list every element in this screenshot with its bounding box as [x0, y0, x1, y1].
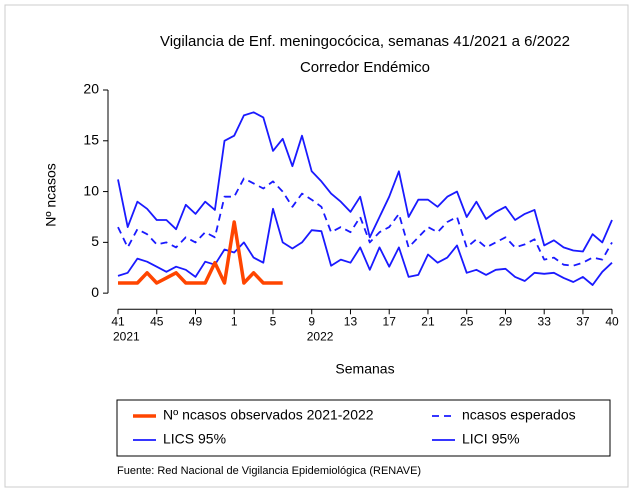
series-line: [118, 220, 283, 285]
x-tick-label: 33: [538, 314, 552, 328]
series-line: [117, 177, 613, 267]
y-tick-label: 0: [91, 284, 99, 300]
x-year-label: 2021: [113, 329, 140, 343]
x-tick-label: 29: [499, 314, 513, 328]
y-tick-label: 20: [83, 81, 99, 97]
x-tick-label: 49: [189, 314, 203, 328]
x-axis-label: Semanas: [335, 361, 394, 377]
legend-box: [116, 399, 611, 457]
x-tick-label: 21: [421, 314, 435, 328]
legend-label: LICI 95%: [462, 431, 520, 447]
x-year-label: 2022: [307, 329, 334, 343]
legend-label: ncasos esperados: [462, 407, 576, 423]
series-line: [117, 111, 613, 253]
chart-subtitle: Corredor Endémico: [300, 59, 430, 76]
y-tick-label: 10: [83, 182, 99, 198]
x-tick-label: 1: [231, 314, 238, 328]
y-tick-label: 5: [91, 233, 99, 249]
x-tick-label: 41: [111, 314, 125, 328]
x-tick-label: 9: [308, 314, 315, 328]
y-axis-label: Nº ncasos: [43, 163, 59, 226]
y-tick-label: 15: [83, 131, 99, 147]
series-line: [117, 207, 613, 286]
x-tick-label: 13: [344, 314, 358, 328]
chart-title: Vigilancia de Enf. meningocócica, semana…: [160, 33, 570, 50]
legend-label: LICS 95%: [163, 431, 226, 447]
x-tick-label: 5: [270, 314, 277, 328]
x-tick-label: 45: [150, 314, 164, 328]
legend-label: Nº ncasos observados 2021-2022: [163, 407, 374, 423]
x-tick-label: 25: [460, 314, 474, 328]
x-tick-label: 40: [605, 314, 619, 328]
x-tick-label: 17: [383, 314, 397, 328]
source-note: Fuente: Red Nacional de Vigilancia Epide…: [117, 465, 421, 477]
x-tick-label: 37: [576, 314, 590, 328]
